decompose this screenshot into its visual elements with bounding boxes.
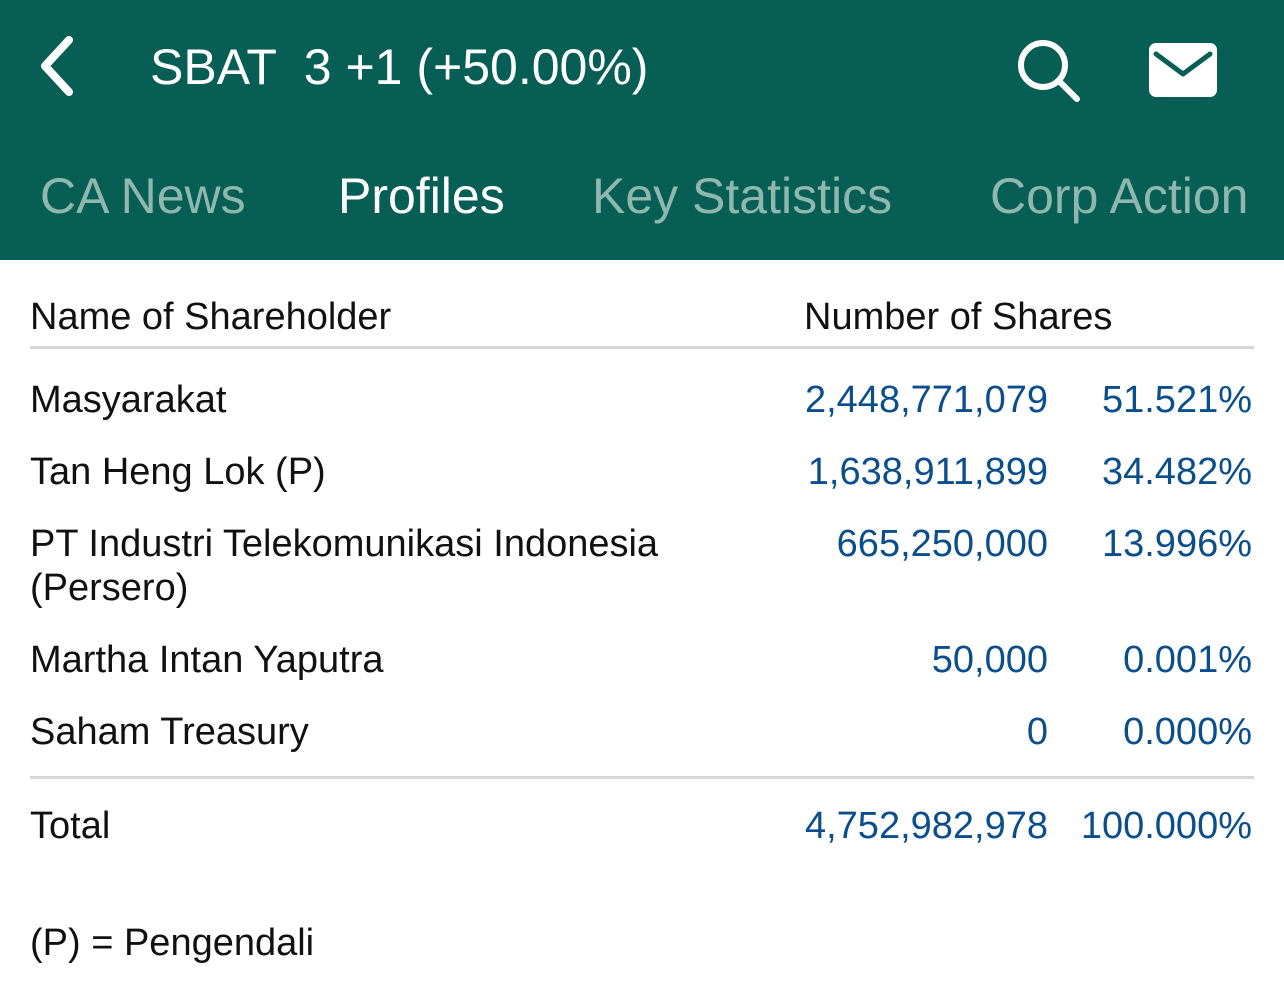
tab-bar: CA News Profiles Key Statistics Corp Act… (0, 160, 1284, 240)
share-count: 1,638,911,899 (807, 451, 1048, 493)
total-label: Total (30, 805, 111, 847)
share-count: 665,250,000 (836, 523, 1048, 565)
total-share-count: 4,752,982,978 (804, 805, 1048, 847)
share-percentage: 34.482% (1101, 451, 1252, 493)
mail-icon (1149, 43, 1217, 97)
search-icon (1018, 40, 1080, 102)
shareholder-name: Masyarakat (30, 379, 227, 421)
share-percentage: 0.001% (1123, 639, 1252, 681)
shareholder-name: Martha Intan Yaputra (30, 639, 384, 681)
share-count: 50,000 (931, 639, 1048, 681)
column-header-name: Name of Shareholder (30, 296, 392, 338)
tab-ca-news[interactable]: CA News (40, 168, 246, 224)
share-percentage: 13.996% (1101, 523, 1252, 565)
app-header: SBAT 3 +1 (+50.00%) CA News Profiles Key… (0, 0, 1284, 260)
chevron-left-icon (41, 36, 73, 96)
shareholder-table: Name of Shareholder Number of Shares Mas… (0, 260, 1284, 1006)
shareholder-name: Saham Treasury (30, 711, 309, 753)
page-title: SBAT 3 +1 (+50.00%) (150, 39, 649, 95)
share-percentage: 0.000% (1123, 711, 1252, 753)
tab-profiles[interactable]: Profiles (338, 168, 505, 224)
tab-key-statistics[interactable]: Key Statistics (592, 168, 893, 224)
mail-button[interactable] (1140, 30, 1226, 110)
total-percentage: 100.000% (1080, 805, 1252, 847)
search-button[interactable] (1008, 30, 1088, 110)
share-count: 0 (1026, 711, 1048, 753)
column-header-shares: Number of Shares (804, 296, 1113, 338)
total-divider (30, 776, 1254, 779)
header-divider (30, 346, 1254, 349)
footnote: (P) = Pengendali (30, 922, 315, 964)
tab-corp-action[interactable]: Corp Action (990, 168, 1249, 224)
shareholder-name: Tan Heng Lok (P) (30, 451, 326, 493)
share-percentage: 51.521% (1101, 379, 1252, 421)
shareholder-name: PT Industri Telekomunikasi Indonesia (Pe… (30, 523, 659, 609)
back-button[interactable] (22, 26, 92, 106)
share-count: 2,448,771,079 (804, 379, 1048, 421)
